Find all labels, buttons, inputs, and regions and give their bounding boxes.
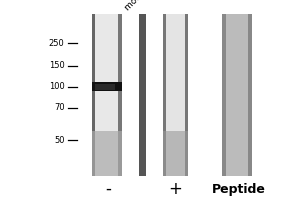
Bar bbox=[163, 131, 188, 176]
Text: mouse brain: mouse brain bbox=[123, 0, 169, 12]
Bar bbox=[118, 14, 122, 176]
Bar bbox=[163, 14, 166, 176]
Text: 100: 100 bbox=[49, 82, 64, 91]
Bar bbox=[226, 14, 248, 176]
Text: 50: 50 bbox=[54, 136, 64, 145]
Bar bbox=[139, 14, 146, 176]
Text: -: - bbox=[105, 180, 111, 198]
Bar bbox=[166, 14, 185, 176]
Text: 70: 70 bbox=[54, 103, 64, 112]
Bar bbox=[185, 14, 188, 176]
Text: +: + bbox=[169, 180, 182, 198]
Text: 150: 150 bbox=[49, 61, 64, 70]
Text: 250: 250 bbox=[49, 39, 64, 48]
Text: Peptide: Peptide bbox=[212, 182, 266, 196]
Bar bbox=[204, 14, 207, 176]
Bar bbox=[222, 14, 226, 176]
Bar bbox=[92, 14, 95, 176]
Bar bbox=[248, 14, 252, 176]
Bar bbox=[95, 14, 118, 176]
Bar bbox=[92, 82, 122, 91]
Bar bbox=[92, 131, 122, 176]
Bar bbox=[95, 84, 115, 90]
